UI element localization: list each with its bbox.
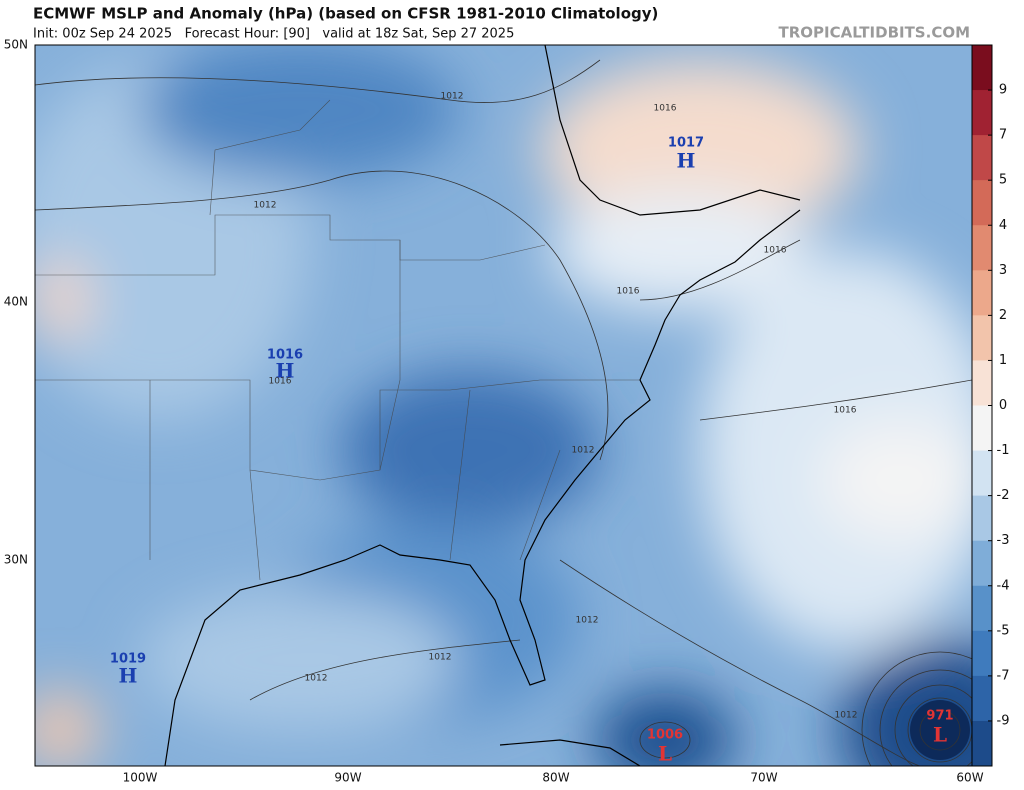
pressure-symbol: H [119, 664, 138, 688]
colorbar-tick-label: 0 [999, 398, 1007, 413]
lon-label: 80W [542, 771, 569, 785]
colorbar-tick-label: 5 [999, 173, 1007, 188]
colorbar-tick-label: -4 [997, 578, 1010, 593]
map [35, 45, 972, 766]
pressure-value: 1006 [647, 728, 683, 743]
pressure-symbol: H [276, 359, 295, 383]
contour-label: 1012 [305, 674, 328, 684]
subtitle: Init: 00z Sep 24 2025 Forecast Hour: [90… [33, 27, 514, 42]
colorbar-segment [972, 495, 992, 542]
contour-label: 1012 [572, 446, 595, 456]
colorbar: 9 7 5 4 3 2 1 0 -1 -2 -3 -4 -5 -7 -9 [971, 44, 1010, 767]
colorbar-segment [972, 675, 992, 722]
colorbar-segment [972, 270, 992, 316]
pressure-value: 1019 [110, 652, 146, 667]
colorbar-tick-label: 3 [999, 263, 1007, 278]
lat-label: 30N [4, 553, 28, 567]
colorbar-tick-label: 9 [999, 83, 1007, 98]
contour-label: 1016 [617, 287, 640, 297]
colorbar-segment [972, 720, 992, 767]
colorbar-segment [972, 585, 992, 632]
colorbar-tick-label: -3 [997, 533, 1010, 548]
colorbar-tick-label: 7 [999, 128, 1007, 143]
lon-label: 60W [956, 771, 983, 785]
colorbar-segment [972, 225, 992, 271]
contour-label: 1012 [441, 92, 464, 102]
pressure-value: 1017 [668, 136, 704, 151]
contour-label: 1012 [254, 201, 277, 211]
pressure-symbol: L [933, 723, 947, 747]
colorbar-tick-label: 4 [999, 218, 1007, 233]
lon-label: 70W [750, 771, 777, 785]
colorbar-tick-label: 2 [999, 308, 1007, 323]
contour-label: 1012 [429, 653, 452, 663]
colorbar-segment [972, 405, 992, 452]
watermark: TROPICALTIDBITS.COM [779, 24, 971, 42]
colorbar-tick-label: -5 [997, 623, 1010, 638]
lon-label: 90W [334, 771, 361, 785]
colorbar-tick-label: -1 [997, 443, 1010, 458]
colorbar-segment [972, 540, 992, 587]
pressure-value: 971 [926, 709, 953, 724]
contour-label: 1012 [576, 616, 599, 626]
pressure-symbol: L [658, 742, 672, 766]
contour-label: 1016 [834, 406, 857, 416]
pressure-symbol: H [677, 149, 696, 173]
contour-labels: 1012 1012 1012 1012 1012 1012 1012 1016 1016 1016… [254, 92, 858, 721]
colorbar-segment [972, 180, 992, 226]
colorbar-segment [972, 630, 992, 677]
colorbar-segment [972, 90, 992, 136]
contour-label: 1016 [269, 377, 292, 387]
lat-label: 40N [4, 295, 28, 309]
colorbar-tick-label: -9 [997, 713, 1010, 728]
contour-label: 1012 [835, 711, 858, 721]
contour-label: 1016 [764, 246, 787, 256]
colorbar-segment [972, 315, 992, 361]
colorbar-segment [972, 45, 992, 91]
colorbar-segment [972, 360, 992, 406]
colorbar-segment [972, 135, 992, 181]
colorbar-tick-label: -2 [997, 488, 1010, 503]
lon-label: 100W [123, 771, 158, 785]
colorbar-tick-label: -7 [997, 668, 1010, 683]
contour-label: 1016 [654, 104, 677, 114]
title: ECMWF MSLP and Anomaly (hPa) (based on C… [33, 5, 658, 23]
colorbar-segment [972, 450, 992, 497]
pressure-value: 1016 [267, 348, 303, 363]
colorbar-tick-label: 1 [999, 353, 1007, 368]
lat-label: 50N [4, 38, 28, 52]
